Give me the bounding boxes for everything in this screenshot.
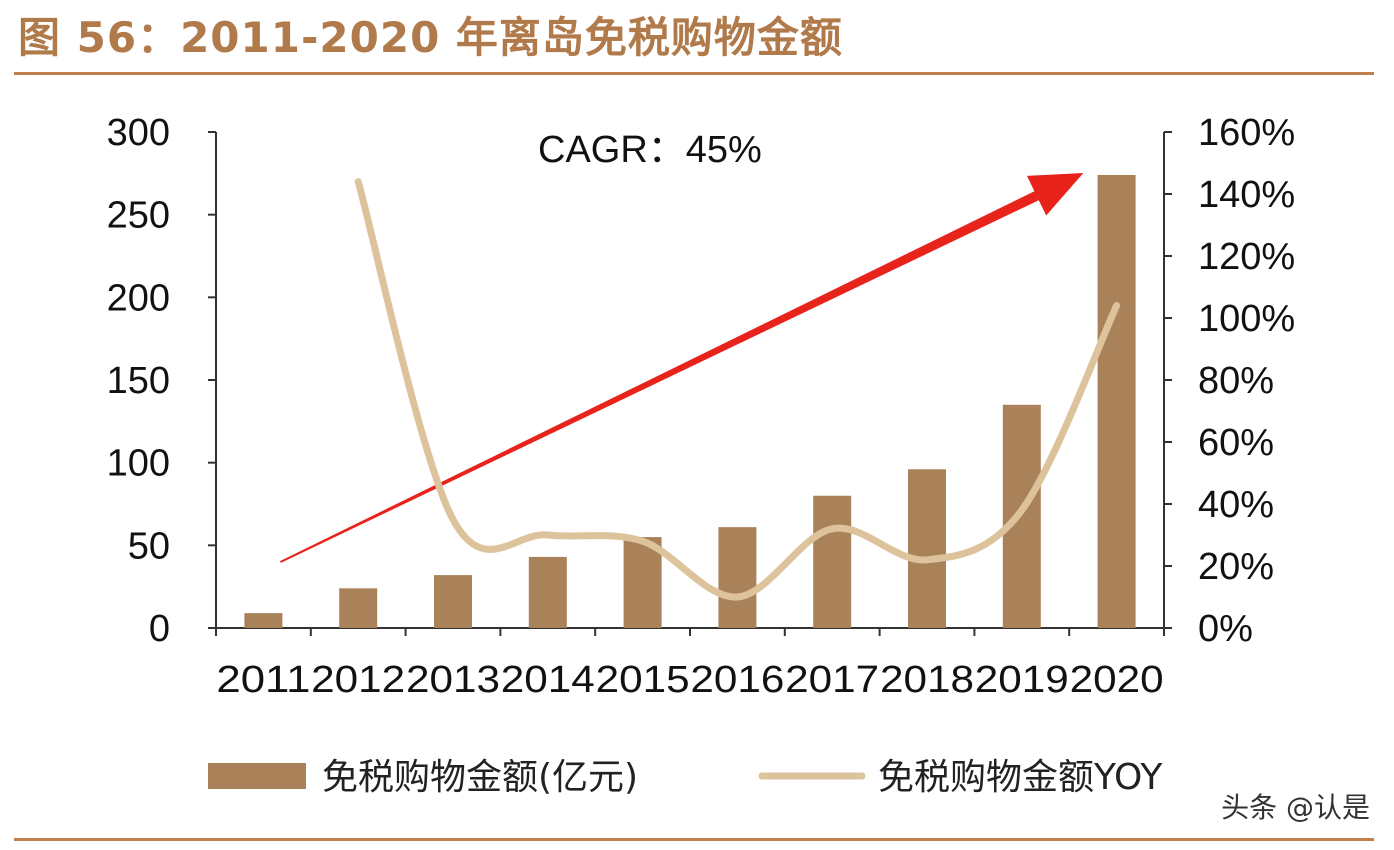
bar-2011 bbox=[244, 613, 283, 628]
bar-2017 bbox=[813, 495, 852, 628]
figure-title: 图 56：2011-2020 年离岛免税购物金额 bbox=[18, 13, 843, 62]
right-tick-label: 40% bbox=[1198, 484, 1274, 526]
right-tick-label: 100% bbox=[1198, 298, 1295, 340]
bar-2014 bbox=[528, 556, 567, 628]
bar-2012 bbox=[339, 588, 378, 628]
legend-bar-label: 免税购物金额(亿元) bbox=[322, 757, 638, 798]
left-tick-label: 50 bbox=[128, 525, 170, 567]
left-tick-label: 0 bbox=[149, 608, 170, 650]
bottom-divider bbox=[14, 838, 1374, 841]
x-category-label: 2013 bbox=[406, 659, 500, 701]
yoy-series-line bbox=[354, 178, 1121, 601]
top-divider bbox=[14, 72, 1374, 75]
bar-2013 bbox=[434, 575, 472, 628]
x-category-label: 2019 bbox=[975, 659, 1069, 701]
x-category-label: 2015 bbox=[596, 659, 690, 701]
left-tick-label: 300 bbox=[107, 112, 170, 154]
bar-2018 bbox=[908, 469, 946, 628]
right-tick-label: 160% bbox=[1198, 112, 1295, 154]
bar-2020 bbox=[1097, 174, 1136, 628]
legend-bar-swatch bbox=[208, 763, 306, 789]
x-category-label: 2012 bbox=[311, 659, 405, 701]
right-tick-label: 80% bbox=[1198, 360, 1274, 402]
cagr-trend-arrow bbox=[280, 173, 1084, 563]
bar-2019 bbox=[1002, 404, 1041, 628]
left-tick-label: 200 bbox=[107, 277, 170, 319]
left-tick-label: 150 bbox=[107, 360, 170, 402]
x-category-label: 2011 bbox=[216, 659, 310, 701]
right-tick-label: 0% bbox=[1198, 608, 1253, 650]
right-tick-label: 20% bbox=[1198, 546, 1274, 588]
bar-2016 bbox=[718, 527, 757, 628]
right-tick-label: 60% bbox=[1198, 422, 1274, 464]
left-tick-label: 100 bbox=[107, 443, 170, 485]
right-tick-label: 120% bbox=[1198, 236, 1295, 278]
legend-line-label: 免税购物金额YOY bbox=[878, 757, 1163, 798]
bar-2015 bbox=[623, 537, 662, 628]
x-category-label: 2014 bbox=[501, 659, 595, 701]
left-tick-label: 250 bbox=[107, 195, 170, 237]
right-tick-label: 140% bbox=[1198, 174, 1295, 216]
x-category-label: 2018 bbox=[880, 659, 974, 701]
cagr-annotation: CAGR：45% bbox=[538, 129, 762, 171]
x-category-label: 2020 bbox=[1070, 659, 1164, 701]
watermark: 头条 @认是 bbox=[1221, 791, 1370, 824]
x-category-label: 2017 bbox=[785, 659, 879, 701]
x-category-label: 2016 bbox=[690, 659, 784, 701]
